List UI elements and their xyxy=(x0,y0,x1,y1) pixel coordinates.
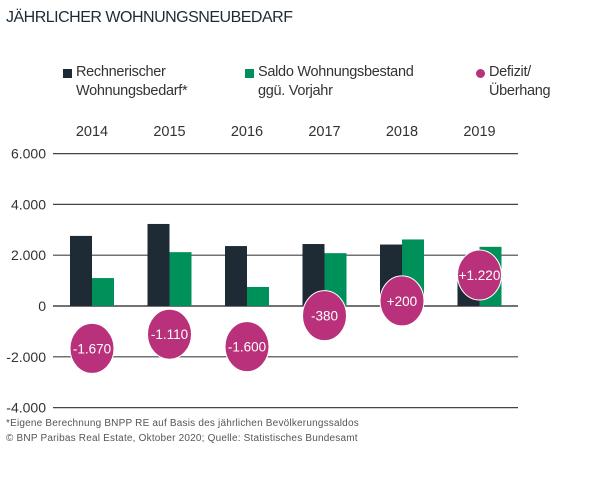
x-tick-label: 2019 xyxy=(463,124,495,140)
x-tick-label: 2014 xyxy=(76,124,108,140)
defizit-label: +1.220 xyxy=(459,268,501,283)
y-tick-label: -2.000 xyxy=(6,349,46,365)
x-tick-label: 2016 xyxy=(231,124,263,140)
legend-label: Rechnerischer xyxy=(76,64,166,80)
x-tick-label: 2015 xyxy=(153,124,185,140)
defizit-circle xyxy=(302,290,347,342)
defizit-label: +200 xyxy=(387,294,417,309)
y-tick-label: 4.000 xyxy=(11,196,46,212)
legend-label: Wohnungsbedarf* xyxy=(76,83,188,99)
defizit-circle xyxy=(457,249,502,301)
defizit-circle xyxy=(379,275,425,327)
defizit-label: -1.600 xyxy=(228,340,266,355)
legend-label: ggü. Vorjahr xyxy=(258,83,333,99)
defizit-circle xyxy=(147,308,192,360)
legend-item-saldo: Saldo Wohnungsbestand ggü. Vorjahr xyxy=(245,63,414,101)
source-note: © BNP Paribas Real Estate, Oktober 2020;… xyxy=(6,433,358,444)
legend-swatch xyxy=(63,69,72,78)
legend-label: Überhang xyxy=(489,83,551,99)
y-tick-label: 2.000 xyxy=(11,247,46,263)
y-tick-label: 6.000 xyxy=(11,146,46,162)
legend-label: Defizit/ xyxy=(489,64,531,80)
legend-item-defizit: Defizit/ Überhang xyxy=(476,63,551,101)
legend-label: Saldo Wohnungsbestand xyxy=(258,64,414,80)
defizit-circle xyxy=(69,322,115,374)
bar-saldo xyxy=(247,286,269,306)
defizit-label: -1.670 xyxy=(73,341,111,356)
defizit-label: -380 xyxy=(311,309,338,324)
defizit-circle xyxy=(224,321,270,373)
bar-saldo xyxy=(92,278,114,306)
defizit-label: -1.110 xyxy=(151,327,188,342)
legend-swatch xyxy=(245,69,254,78)
y-tick-label: -4.000 xyxy=(6,400,46,416)
x-tick-label: 2018 xyxy=(386,124,418,140)
legend-item-wohnungsbedarf: Rechnerischer Wohnungsbedarf* xyxy=(63,63,188,101)
y-tick-label: 0 xyxy=(38,298,46,314)
bar-wohnungsbedarf xyxy=(147,223,170,306)
bar-wohnungsbedarf xyxy=(70,235,92,306)
bar-wohnungsbedarf xyxy=(225,246,247,306)
legend-swatch xyxy=(476,69,485,78)
x-tick-label: 2017 xyxy=(308,124,340,140)
bar-saldo xyxy=(169,252,192,306)
chart-title: JÄHRLICHER WOHNUNGSNEUBEDARF xyxy=(6,9,293,26)
footnote: *Eigene Berechnung BNPP RE auf Basis des… xyxy=(6,418,359,429)
bar-wohnungsbedarf xyxy=(302,244,325,306)
